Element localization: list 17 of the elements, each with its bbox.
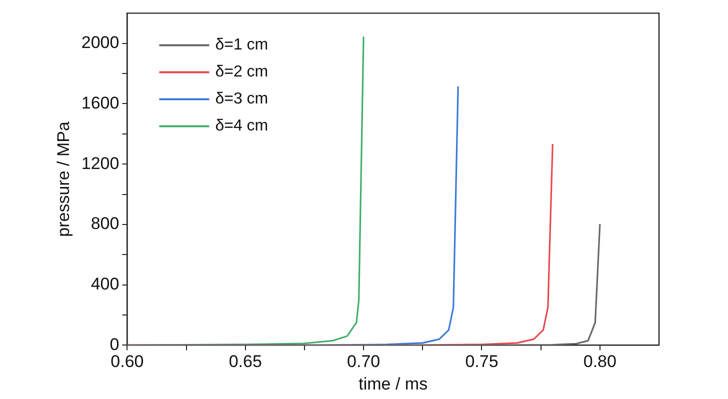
x-tick-label: 0.70	[347, 352, 380, 372]
y-tick-label: 0	[110, 334, 120, 354]
y-tick-label: 1200	[81, 154, 120, 173]
x-tick-label: 0.65	[228, 352, 262, 372]
y-tick-label: 2000	[81, 33, 120, 52]
x-tick-label: 0.60	[110, 352, 144, 372]
y-tick-label: 1600	[81, 93, 120, 112]
x-axis-title: time / ms	[358, 374, 428, 394]
legend-label: δ=3 cm	[215, 90, 268, 108]
y-tick-label: 800	[90, 214, 120, 234]
x-tick-label: 0.80	[583, 352, 616, 372]
legend-label: δ=1 cm	[215, 36, 268, 54]
legend-label: δ=4 cm	[215, 118, 268, 135]
legend-label: δ=2 cm	[215, 64, 268, 81]
y-axis-title: pressure / MPa	[54, 121, 73, 237]
y-tick-label: 400	[90, 274, 120, 294]
x-tick-label: 0.75	[465, 352, 498, 372]
